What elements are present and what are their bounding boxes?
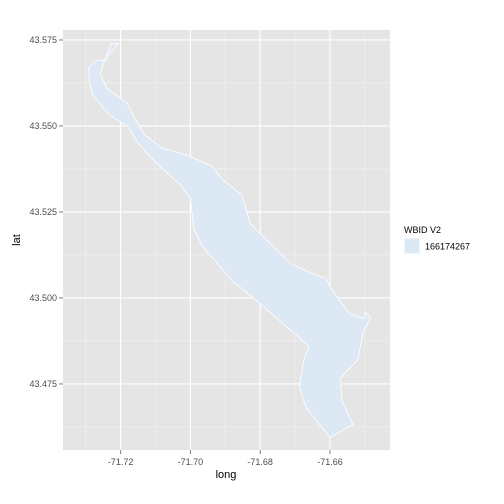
legend: WBID V2 166174267 [403, 225, 470, 255]
x-tick-label: -71.68 [247, 457, 273, 467]
polygon-layer [88, 42, 372, 438]
x-tick-label: -71.70 [178, 457, 204, 467]
x-tick-label: -71.72 [108, 457, 134, 467]
y-tick-label: 43.525 [29, 207, 57, 217]
y-tick-label: 43.475 [29, 379, 57, 389]
legend-label: 166174267 [425, 242, 470, 252]
y-axis: 43.475 43.500 43.525 43.550 43.575 [29, 35, 63, 389]
y-axis-title: lat [11, 234, 23, 246]
x-tick-label: -71.66 [317, 457, 343, 467]
x-axis-title: long [216, 469, 237, 481]
water-body-polygon [88, 42, 372, 438]
y-tick-label: 43.500 [29, 293, 57, 303]
x-axis: -71.72 -71.70 -71.68 -71.66 [108, 450, 343, 467]
y-tick-label: 43.575 [29, 35, 57, 45]
y-tick-label: 43.550 [29, 121, 57, 131]
legend-title: WBID V2 [404, 225, 441, 235]
legend-key [403, 237, 421, 255]
